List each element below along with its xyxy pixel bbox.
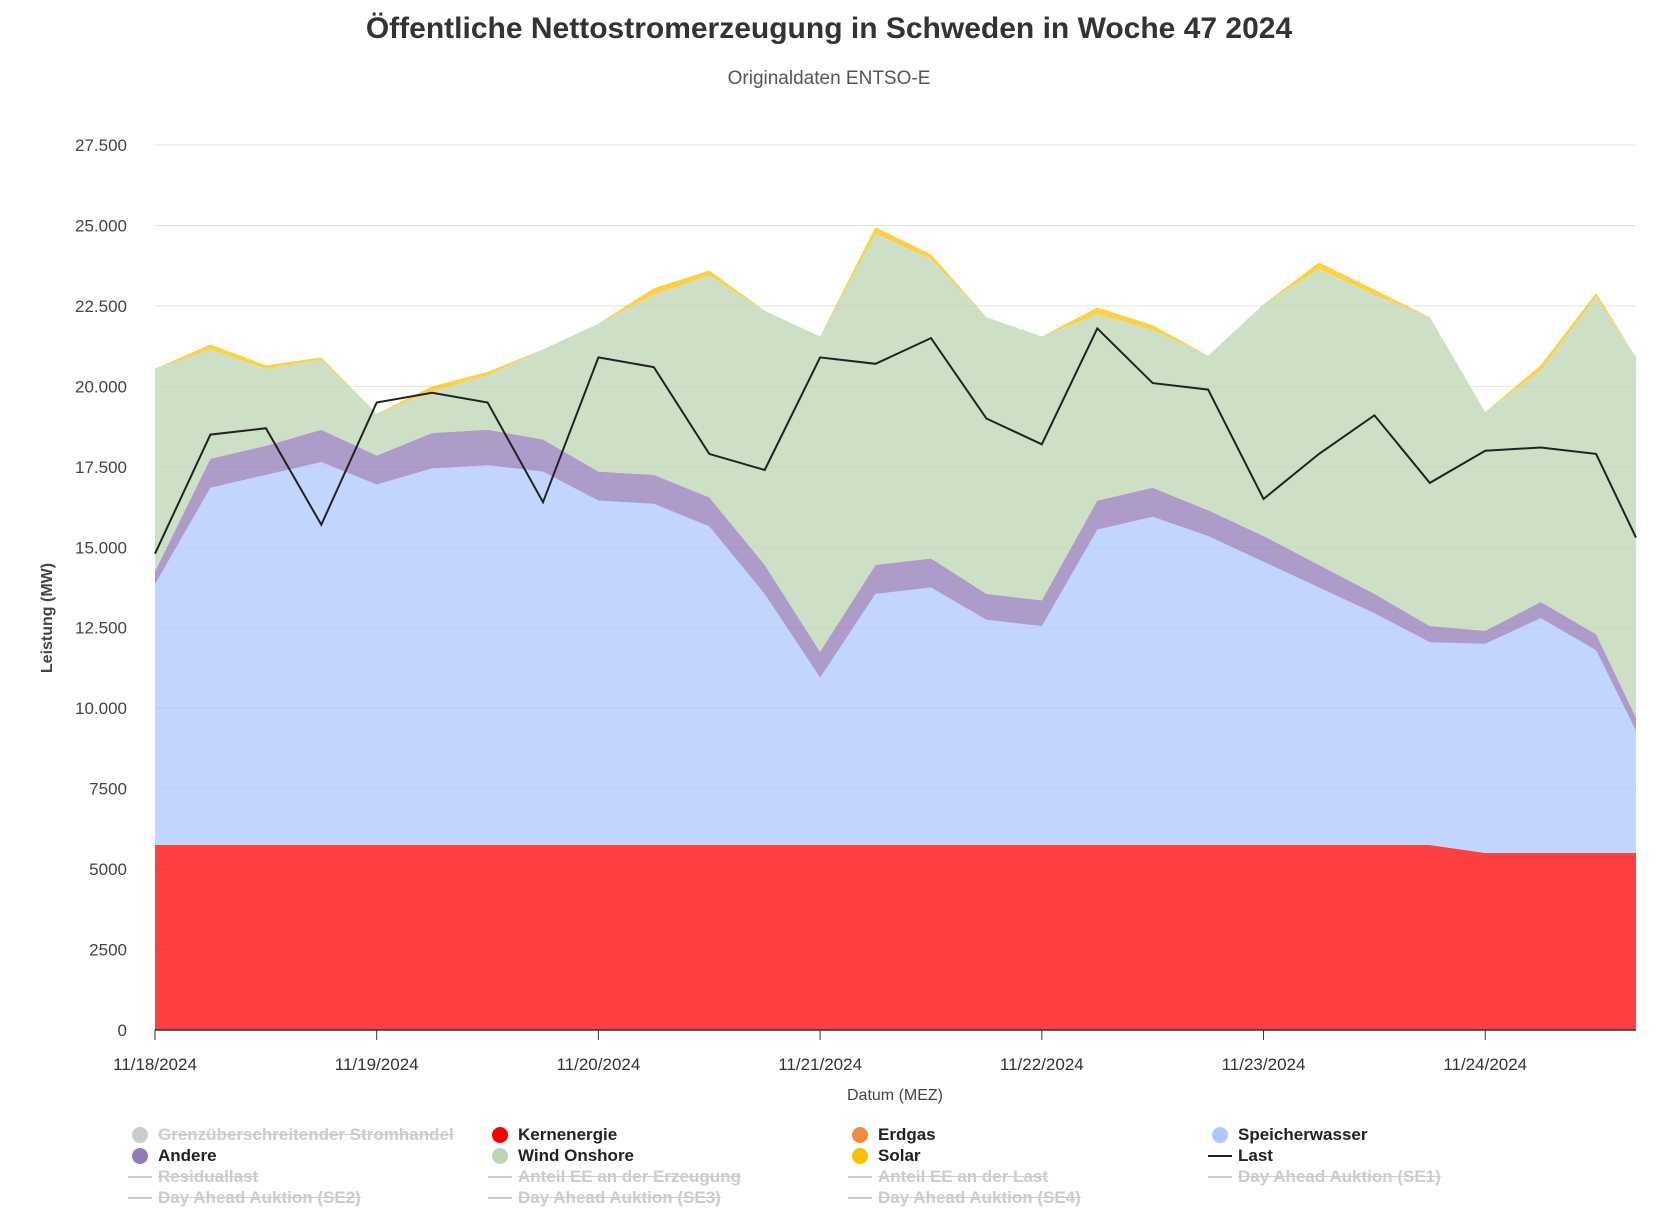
legend-item[interactable]: Day Ahead Auktion (SE4)	[846, 1188, 1206, 1208]
legend-label: Andere	[158, 1146, 217, 1165]
legend-label: Day Ahead Auktion (SE3)	[518, 1188, 721, 1207]
legend-label: Wind Onshore	[518, 1146, 635, 1165]
area-kernenergie	[155, 845, 1636, 1030]
legend-item[interactable]: Grenzüberschreitender Stromhandel	[126, 1125, 486, 1145]
x-tick-label: 11/18/2024	[113, 1055, 197, 1074]
y-tick-label: 10.000	[75, 699, 127, 718]
legend-dot-icon	[486, 1127, 514, 1143]
y-tick-label: 5000	[89, 860, 127, 879]
legend-label: Day Ahead Auktion (SE2)	[158, 1188, 361, 1207]
legend-line-icon	[486, 1176, 514, 1178]
y-axis-label: Leistung (MW)	[39, 563, 56, 673]
legend-label: Day Ahead Auktion (SE1)	[1238, 1167, 1441, 1186]
legend-line-icon	[126, 1176, 154, 1178]
chart-legend: Grenzüberschreitender Stromhandel Kernene…	[126, 1125, 1606, 1208]
y-tick-label: 15.000	[75, 538, 127, 557]
legend-line-icon	[486, 1197, 514, 1199]
y-tick-label: 27.500	[75, 136, 127, 155]
legend-item[interactable]: Residuallast	[126, 1167, 486, 1187]
legend-dot-icon	[846, 1148, 874, 1164]
legend-item[interactable]: Erdgas	[846, 1125, 1206, 1145]
y-tick-label: 25.000	[75, 216, 127, 235]
legend-item[interactable]: Andere	[126, 1146, 486, 1166]
legend-dot-icon	[846, 1127, 874, 1143]
legend-label: Anteil EE an der Erzeugung	[518, 1167, 741, 1186]
legend-dot-icon	[126, 1148, 154, 1164]
y-tick-label: 20.000	[75, 377, 127, 396]
legend-item[interactable]: Solar	[846, 1146, 1206, 1166]
legend-line-icon	[846, 1197, 874, 1199]
area-wind-onshore	[155, 233, 1636, 718]
y-tick-label: 7500	[89, 780, 127, 799]
legend-label: Last	[1238, 1146, 1273, 1165]
legend-item[interactable]: Speicherwasser	[1206, 1125, 1566, 1145]
legend-item[interactable]: Day Ahead Auktion (SE3)	[486, 1188, 846, 1208]
legend-item[interactable]: Anteil EE an der Erzeugung	[486, 1167, 846, 1187]
x-tick-label: 11/24/2024	[1443, 1055, 1527, 1074]
legend-label: Residuallast	[158, 1167, 259, 1186]
chart-title: Öffentliche Nettostromerzeugung in Schwe…	[365, 12, 1293, 45]
legend-item[interactable]: Day Ahead Auktion (SE1)	[1206, 1167, 1566, 1187]
x-axis-label: Datum (MEZ)	[847, 1087, 943, 1104]
legend-dot-icon	[126, 1127, 154, 1143]
legend-label: Day Ahead Auktion (SE4)	[878, 1188, 1081, 1207]
x-tick-label: 11/21/2024	[778, 1055, 862, 1074]
legend-item[interactable]: Last	[1206, 1146, 1566, 1166]
x-tick-label: 11/20/2024	[556, 1055, 640, 1074]
y-tick-label: 0	[118, 1021, 127, 1040]
legend-label: Anteil EE an der Last	[878, 1167, 1049, 1186]
legend-label: Speicherwasser	[1238, 1125, 1368, 1144]
y-tick-label: 12.500	[75, 619, 127, 638]
chart-subtitle: Originaldaten ENTSO-E	[727, 68, 931, 89]
legend-dot-icon	[486, 1148, 514, 1164]
legend-label: Grenzüberschreitender Stromhandel	[158, 1125, 454, 1144]
line-last	[154, 326, 1637, 555]
legend-dot-icon	[1206, 1127, 1234, 1143]
axes: 0 2500 5000 7500 10.000 12.500 15.000 17.500 20.…	[75, 136, 1636, 1074]
legend-item[interactable]: Anteil EE an der Last	[846, 1167, 1206, 1187]
legend-label: Erdgas	[878, 1125, 936, 1144]
y-tick-label: 2500	[89, 941, 127, 960]
x-tick-label: 11/19/2024	[335, 1055, 419, 1074]
legend-item[interactable]: Wind Onshore	[486, 1146, 846, 1166]
legend-item[interactable]: Kernenergie	[486, 1125, 846, 1145]
legend-line-icon	[1206, 1176, 1234, 1178]
legend-line-icon	[846, 1176, 874, 1178]
legend-item[interactable]: Day Ahead Auktion (SE2)	[126, 1188, 486, 1208]
area-andere	[155, 429, 1636, 731]
load-line	[154, 326, 1637, 555]
legend-label: Solar	[878, 1146, 921, 1165]
area-speicherwasser	[155, 462, 1636, 853]
legend-line-icon	[126, 1197, 154, 1199]
x-tick-label: 11/22/2024	[1000, 1055, 1084, 1074]
legend-line-icon	[1206, 1155, 1234, 1157]
x-tick-label: 11/23/2024	[1222, 1055, 1306, 1074]
y-tick-label: 22.500	[75, 297, 127, 316]
legend-label: Kernenergie	[518, 1125, 618, 1144]
y-tick-label: 17.500	[75, 458, 127, 477]
stacked-areas	[155, 227, 1636, 1030]
